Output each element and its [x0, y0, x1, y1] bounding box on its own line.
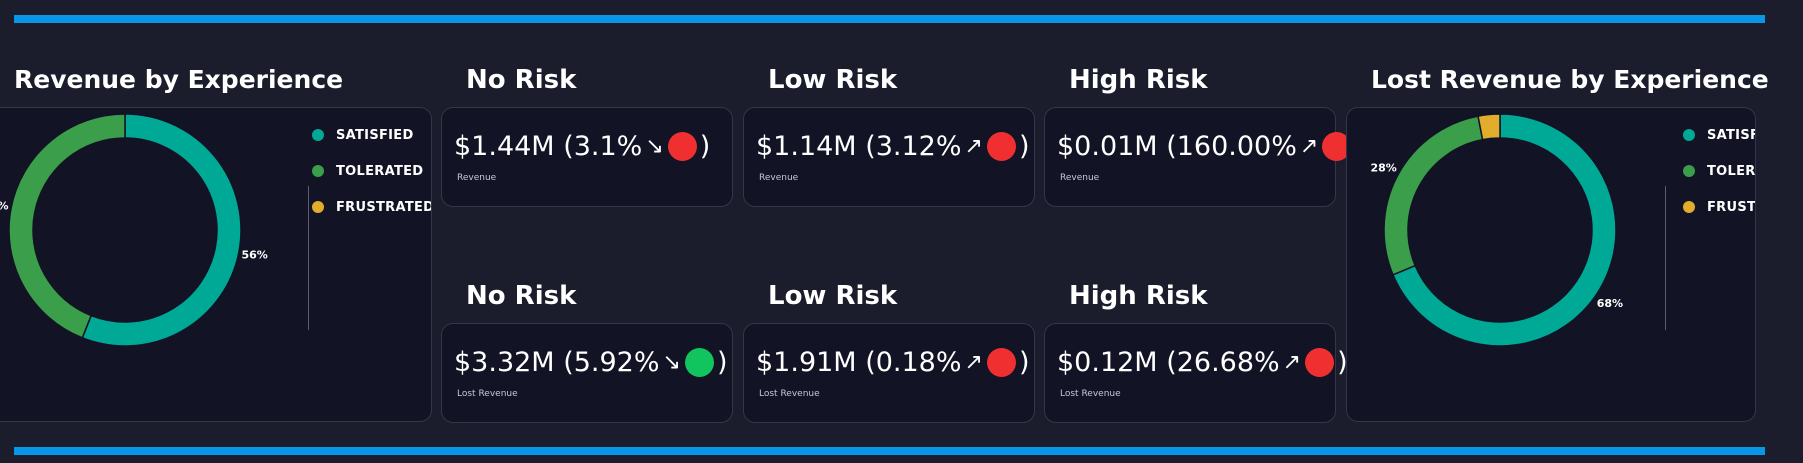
donut-slice-satisfied[interactable]	[81, 113, 242, 347]
legend-swatch-satisfied	[312, 129, 324, 141]
kpi-amount: $1.14M	[756, 131, 857, 162]
kpi-title-lost-low-risk: Low Risk	[768, 281, 898, 311]
kpi-card-lost-no-risk[interactable]: $3.32M (5.92% ↘) Lost Revenue	[441, 323, 733, 423]
legend-label: SATISFIED	[1707, 127, 1755, 143]
status-red-icon	[667, 132, 697, 161]
legend-item-tolerated[interactable]: TOLERATED	[1683, 153, 1756, 189]
trend-down-arrow-icon: ↘	[662, 349, 681, 375]
trend-up-arrow-icon: ↗	[1299, 133, 1319, 159]
legend-label: FRUSTRATED	[336, 199, 432, 215]
slice-label-satisfied: 68%	[1597, 297, 1623, 310]
kpi-change: (3.12%	[865, 131, 962, 162]
kpi-label: Lost Revenue	[759, 389, 820, 399]
kpi-title-revenue-no-risk: No Risk	[466, 65, 577, 95]
legend-swatch-tolerated	[1683, 165, 1695, 177]
kpi-change: (26.68%	[1166, 347, 1280, 378]
kpi-card-lost-high-risk[interactable]: $0.12M (26.68% ↗) Lost Revenue	[1044, 323, 1348, 423]
legend-item-tolerated[interactable]: TOLERATED	[312, 153, 431, 189]
legend-swatch-frustrated	[1683, 201, 1695, 213]
legend-divider	[308, 186, 309, 330]
kpi-close-paren: )	[699, 131, 711, 162]
legend-swatch-tolerated	[312, 165, 324, 177]
kpi-card-lost-low-risk[interactable]: $1.91M (0.18% ↗) Lost Revenue	[743, 323, 1035, 423]
bottom-accent-bar	[14, 447, 1765, 455]
donut-slice-satisfied[interactable]	[1392, 113, 1617, 347]
kpi-card-revenue-low-risk[interactable]: $1.14M (3.12% ↗) Revenue	[743, 107, 1035, 207]
kpi-amount: $0.12M	[1057, 347, 1158, 378]
kpi-main-value: $3.32M (5.92% ↘)	[454, 348, 727, 377]
kpi-change: (160.00%	[1166, 131, 1297, 162]
status-red-icon	[986, 132, 1016, 161]
kpi-main-value: $1.44M (3.1% ↘)	[454, 132, 710, 161]
legend-item-satisfied[interactable]: SATISFIED	[1683, 117, 1755, 153]
legend-swatch-frustrated	[312, 201, 324, 213]
legend-label: SATISFIED	[336, 127, 414, 143]
kpi-amount: $0.01M	[1057, 131, 1158, 162]
kpi-title-revenue-low-risk: Low Risk	[768, 65, 898, 95]
lost-revenue-by-experience-title: Lost Revenue by Experience	[1371, 65, 1769, 94]
legend-label: TOLERATED	[336, 163, 424, 179]
status-red-icon	[1305, 348, 1335, 377]
kpi-card-revenue-high-risk[interactable]: $0.01M (160.00%↗) Revenue	[1044, 107, 1365, 207]
revenue-legend: SATISFIED TOLERATED FRUSTRATED	[312, 117, 432, 225]
kpi-amount: $1.44M	[454, 131, 555, 162]
status-red-icon	[986, 348, 1016, 377]
revenue-donut-panel: 56% 44% SATISFIED TOLERATED FRUSTRATED	[0, 107, 432, 422]
status-green-icon	[684, 348, 714, 377]
trend-up-arrow-icon: ↗	[964, 349, 983, 375]
kpi-close-paren: )	[716, 347, 728, 378]
kpi-close-paren: )	[1018, 347, 1030, 378]
legend-item-frustrated[interactable]: FRUSTRATED	[1683, 189, 1756, 225]
donut-slice-frustrated[interactable]	[1477, 113, 1501, 141]
revenue-by-experience-title: Revenue by Experience	[14, 65, 344, 94]
trend-up-arrow-icon: ↗	[964, 133, 983, 159]
legend-swatch-satisfied	[1683, 129, 1695, 141]
slice-label-tolerated: 28%	[1370, 162, 1396, 175]
slice-label-satisfied: 56%	[241, 249, 267, 262]
slice-label-tolerated: 44%	[0, 199, 9, 212]
kpi-amount: $3.32M	[454, 347, 555, 378]
kpi-close-paren: )	[1337, 347, 1348, 378]
legend-item-satisfied[interactable]: SATISFIED	[312, 117, 431, 153]
kpi-main-value: $1.14M (3.12% ↗)	[756, 132, 1029, 161]
kpi-label: Revenue	[1060, 173, 1100, 183]
legend-label: TOLERATED	[1707, 163, 1756, 179]
donut-slice-tolerated[interactable]	[1383, 115, 1484, 276]
kpi-close-paren: )	[1018, 131, 1030, 162]
kpi-main-value: $0.01M (160.00%↗)	[1057, 132, 1365, 161]
kpi-main-value: $0.12M (26.68% ↗)	[1057, 348, 1348, 377]
trend-up-arrow-icon: ↗	[1282, 349, 1302, 375]
kpi-amount: $1.91M	[756, 347, 857, 378]
lost-revenue-legend: SATISFIED TOLERATED FRUSTRATED	[1683, 117, 1756, 225]
trend-down-arrow-icon: ↘	[645, 133, 664, 159]
kpi-card-revenue-no-risk[interactable]: $1.44M (3.1% ↘) Revenue	[441, 107, 733, 207]
kpi-label: Lost Revenue	[1060, 389, 1121, 399]
legend-item-frustrated[interactable]: FRUSTRATED	[312, 189, 432, 225]
kpi-title-revenue-high-risk: High Risk	[1069, 65, 1208, 95]
top-accent-bar	[14, 15, 1765, 23]
kpi-label: Lost Revenue	[457, 389, 518, 399]
kpi-title-lost-no-risk: No Risk	[466, 281, 577, 311]
kpi-change: (3.1%	[563, 131, 643, 162]
kpi-label: Revenue	[457, 173, 497, 183]
kpi-main-value: $1.91M (0.18% ↗)	[756, 348, 1029, 377]
legend-label: FRUSTRATED	[1707, 199, 1756, 215]
revenue-donut-chart: 56% 44%	[0, 113, 268, 347]
kpi-title-lost-high-risk: High Risk	[1069, 281, 1208, 311]
lost-revenue-donut-panel: 68%28%3% SATISFIED TOLERATED FRUSTRATED	[1346, 107, 1756, 422]
kpi-label: Revenue	[759, 173, 799, 183]
legend-divider	[1665, 186, 1666, 330]
kpi-change: (0.18%	[865, 347, 962, 378]
donut-slice-tolerated[interactable]	[8, 113, 126, 339]
kpi-change: (5.92%	[563, 347, 660, 378]
lost-revenue-donut-chart: 68%28%3%	[1370, 113, 1623, 347]
